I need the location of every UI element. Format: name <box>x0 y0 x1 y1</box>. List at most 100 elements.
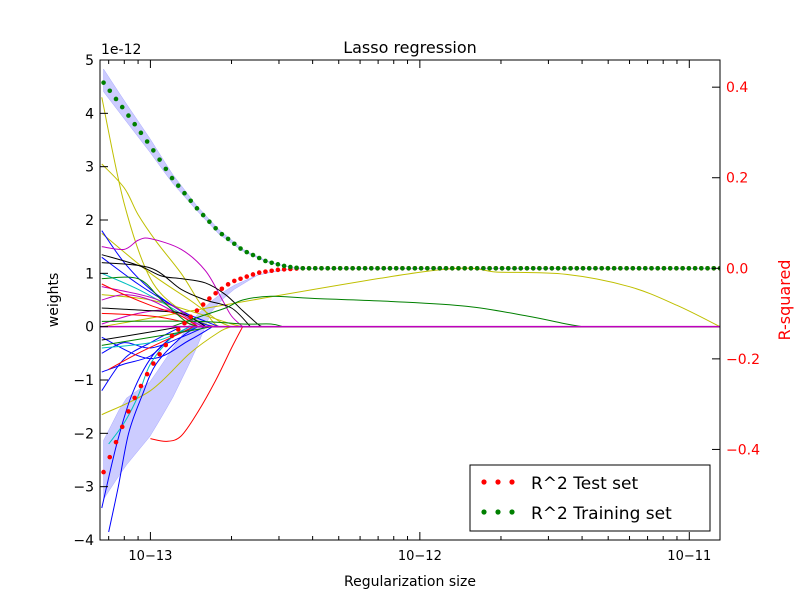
r2-point-series1 <box>219 231 225 237</box>
r2-point-series1 <box>456 266 461 271</box>
y-right-tick-label: −0.2 <box>726 352 760 368</box>
r2-point-series1 <box>549 266 555 271</box>
r2-point-series1 <box>580 266 586 271</box>
r2-point-series1 <box>163 166 169 172</box>
r2-point-series1 <box>381 266 387 271</box>
y-left-tick-label: −4 <box>73 533 94 549</box>
r2-point-series1 <box>605 266 611 271</box>
weight-path-16 <box>108 326 720 445</box>
r2-point-series0 <box>194 308 200 313</box>
y-axis-offset-label: 1e-12 <box>101 42 141 58</box>
r2-point-series0 <box>263 269 268 274</box>
r2-point-series1 <box>692 266 698 271</box>
r2-point-series1 <box>611 266 617 271</box>
r2-point-series1 <box>667 266 673 271</box>
r2-point-series0 <box>182 320 187 326</box>
y-left-tick-label: 5 <box>85 53 94 69</box>
weight-path-4 <box>101 294 720 328</box>
r2-point-series0 <box>238 276 243 282</box>
weight-path-22 <box>101 307 720 328</box>
r2-point-series0 <box>163 342 169 348</box>
r2-point-series0 <box>275 267 281 273</box>
r2-point-series0 <box>232 278 237 284</box>
r2-point-series1 <box>481 266 486 271</box>
r2-point-series1 <box>113 96 119 102</box>
y-left-tick-label: 0 <box>85 320 94 336</box>
y-axis-right: 0.4 0.2 0.0 −0.2 −0.4 <box>712 80 760 458</box>
r2-point-series1 <box>319 266 324 271</box>
r2-point-series1 <box>325 266 331 271</box>
r2-point-series1 <box>699 266 704 271</box>
r2-point-series0 <box>101 469 106 475</box>
y-axis-left-label: weights <box>46 273 62 328</box>
r2-point-series0 <box>244 274 250 279</box>
y-right-tick-label: 0.4 <box>726 80 748 96</box>
r2-point-series1 <box>618 266 623 271</box>
r2-point-series1 <box>568 266 573 271</box>
r2-point-series0 <box>207 296 212 301</box>
weight-path-2 <box>101 232 720 328</box>
weight-path-5 <box>101 267 720 328</box>
y-axis-left: 5 4 3 2 1 0 −1 −2 −3 −4 <box>73 53 108 549</box>
r2-point-series1 <box>474 266 480 271</box>
r2-point-series1 <box>269 260 274 266</box>
r2-point-series1 <box>487 266 492 271</box>
r2-point-series1 <box>157 157 162 162</box>
weight-path-11 <box>101 326 720 391</box>
r2-point-series1 <box>412 266 418 271</box>
r2-point-series1 <box>101 80 106 85</box>
r2-point-series1 <box>387 266 393 271</box>
r2-points <box>101 80 720 475</box>
r2-point-series1 <box>207 219 212 224</box>
x-axis: 10−13 10−12 10−11 <box>108 60 711 564</box>
r2-point-series1 <box>188 198 194 204</box>
r2-band <box>103 68 720 269</box>
r2-point-series1 <box>263 258 268 264</box>
r2-point-series1 <box>674 266 679 271</box>
weight-path-15 <box>101 326 720 349</box>
r2-point-series1 <box>636 266 642 271</box>
r2-point-series1 <box>244 249 250 255</box>
r2-point-series1 <box>306 266 312 271</box>
r2-point-series1 <box>132 121 137 127</box>
r2-point-series1 <box>169 175 175 181</box>
r2-point-series1 <box>661 266 667 271</box>
r2-point-series1 <box>356 266 362 271</box>
legend-marker <box>481 509 487 515</box>
y-right-tick-label: 0.2 <box>726 171 748 187</box>
r2-point-series1 <box>630 266 636 271</box>
r2-point-series1 <box>493 266 499 271</box>
r2-point-series0 <box>225 282 231 287</box>
weight-path-21 <box>101 254 720 328</box>
r2-point-series1 <box>449 266 455 271</box>
r2-point-series0 <box>157 351 162 357</box>
r2-point-series1 <box>468 266 474 271</box>
r2-point-series1 <box>406 266 411 271</box>
r2-point-series1 <box>555 266 561 271</box>
r2-point-series0 <box>200 302 206 307</box>
x-axis-label: Regularization size <box>344 574 476 590</box>
y-right-tick-label: 0.0 <box>726 261 748 277</box>
r2-point-series1 <box>375 266 380 271</box>
y-left-tick-label: 3 <box>85 160 94 176</box>
r2-point-series1 <box>225 236 231 242</box>
r2-point-series1 <box>543 266 548 271</box>
legend-marker <box>509 479 515 485</box>
weight-path-13 <box>108 326 720 533</box>
r2-point-series1 <box>574 266 580 271</box>
y-left-tick-label: 4 <box>85 106 94 122</box>
r2-point-series1 <box>655 266 661 271</box>
r2-point-series1 <box>182 190 187 196</box>
r2-point-series1 <box>288 264 293 270</box>
r2-point-series0 <box>151 361 156 366</box>
r2-point-series1 <box>518 266 524 271</box>
r2-point-series0 <box>126 409 131 414</box>
r2-point-series1 <box>232 241 237 247</box>
r2-point-series0 <box>213 290 218 296</box>
plot-frame <box>99 59 721 541</box>
r2-point-series1 <box>524 266 530 271</box>
legend-label: R^2 Training set <box>531 504 672 524</box>
r2-point-series1 <box>144 139 150 144</box>
r2-point-series0 <box>144 371 150 377</box>
